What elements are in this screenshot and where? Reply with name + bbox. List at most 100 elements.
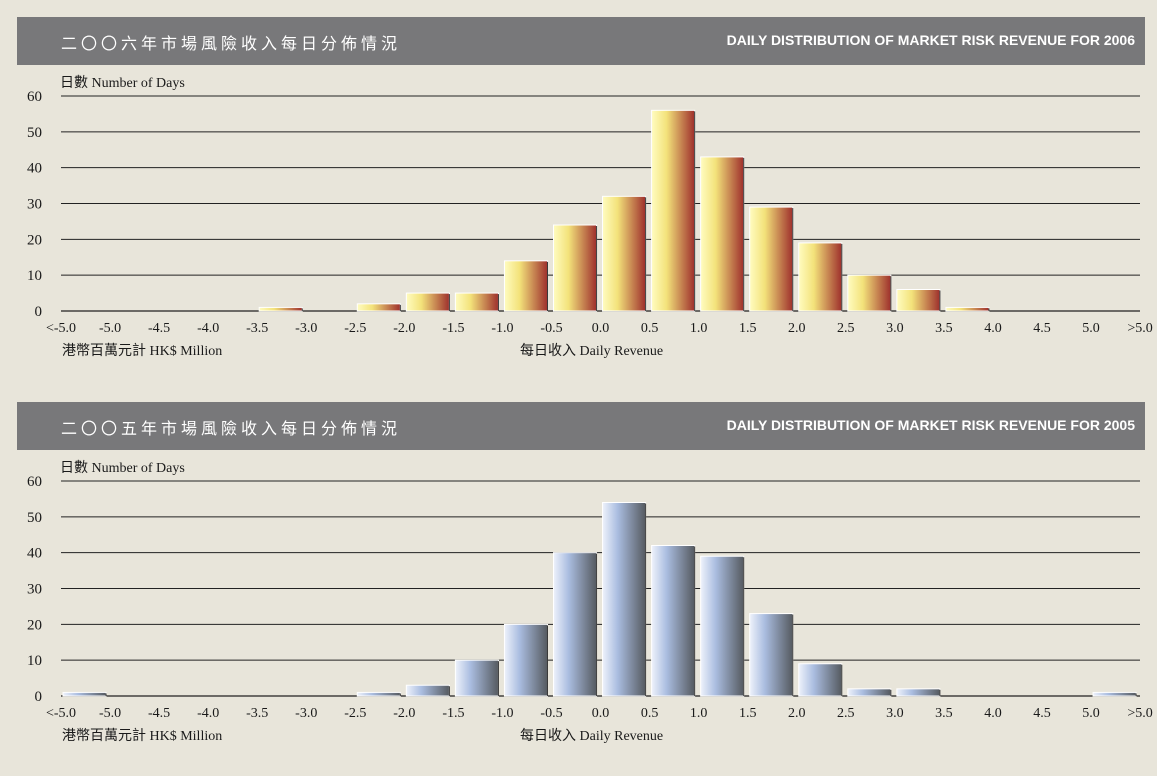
x-tick-label: 2.0 [788,321,806,336]
y-tick-label: 60 [27,89,42,105]
y-tick-label: 30 [27,197,42,213]
histogram-2006: 日數 Number of Days 0 10 20 30 40 50 60 <-5.0 -5.… [27,75,1153,359]
x-tick-label: 0.0 [592,321,610,336]
histogram-bar [1092,691,1137,697]
histogram-bar [356,303,401,312]
x-axis-unit-label: 港幣百萬元計 HK$ Million [62,728,222,744]
y-tick-label: 30 [27,582,42,598]
x-tick-label: -3.0 [295,706,317,721]
histogram-bar [896,688,941,697]
x-tick-label: -0.5 [540,706,562,721]
histogram-bar [847,274,892,312]
histogram-bar [62,691,107,697]
x-tick-label: -1.5 [442,706,464,721]
y-tick-label: 50 [27,125,42,141]
x-axis-label: 每日收入 Daily Revenue [520,343,663,359]
y-tick-label: 40 [27,546,42,562]
histogram-bar [651,109,696,312]
histogram-bar [896,289,941,312]
y-tick-label: 0 [35,304,43,320]
x-tick-label: 1.5 [739,321,757,336]
histogram-bar [503,260,549,312]
x-tick-label: -4.5 [148,321,170,336]
histogram-bar [356,691,401,697]
y-tick-label: 10 [27,268,42,284]
x-tick-label: -1.5 [442,321,464,336]
x-tick-label: 0.5 [641,321,659,336]
x-tick-label: 4.5 [1033,706,1051,721]
y-tick-label: 10 [27,653,42,669]
x-tick-label: <-5.0 [46,706,76,721]
x-tick-label: -3.5 [246,321,268,336]
y-tick-label: 20 [27,232,42,248]
x-tick-label: 3.5 [935,321,953,336]
x-tick-label: -4.0 [197,321,219,336]
x-tick-label: -2.0 [393,706,415,721]
y-tick-label: 20 [27,617,42,633]
histogram-bar [700,156,745,312]
x-tick-label: 1.0 [690,706,708,721]
x-tick-label: -5.0 [99,321,121,336]
chart-header-2005: 二〇〇五年市場風險收入每日分佈情況 DAILY DISTRIBUTION OF … [17,402,1145,450]
histogram-bar [749,613,794,697]
x-tick-label: 2.5 [837,321,855,336]
x-tick-label: -4.5 [148,706,170,721]
x-tick-label: 2.0 [788,706,806,721]
chart-header-2006: 二〇〇六年市場風險收入每日分佈情況 DAILY DISTRIBUTION OF … [17,17,1145,65]
x-tick-label: -3.0 [295,321,317,336]
x-tick-label: -2.5 [344,321,366,336]
histogram-bar [602,502,647,697]
x-tick-label: -3.5 [246,706,268,721]
histogram-bar [553,224,598,312]
x-tick-label: -1.0 [491,321,513,336]
y-tick-label: 60 [27,474,42,490]
chart-title-zh: 二〇〇六年市場風險收入每日分佈情況 [61,34,402,53]
histogram-bar [700,555,745,697]
x-axis-label: 每日收入 Daily Revenue [520,728,663,744]
x-tick-label: 5.0 [1082,706,1100,721]
histogram-bar [405,684,450,697]
x-tick-label: 2.5 [837,706,855,721]
histogram-bar [602,195,647,312]
x-tick-label: >5.0 [1127,321,1152,336]
histogram-bar [798,663,843,697]
chart-title-en: DAILY DISTRIBUTION OF MARKET RISK REVENU… [726,32,1135,48]
y-tick-label: 40 [27,161,42,177]
x-tick-label: -2.5 [344,706,366,721]
histogram-bar [553,552,598,697]
x-tick-label: 3.0 [886,706,904,721]
x-tick-label: 3.0 [886,321,904,336]
x-tick-label: -5.0 [99,706,121,721]
x-axis-unit-label: 港幣百萬元計 HK$ Million [62,343,222,359]
x-tick-label: <-5.0 [46,321,76,336]
histogram-bar [405,292,450,312]
x-tick-label: -0.5 [540,321,562,336]
x-tick-label: 3.5 [935,706,953,721]
x-tick-label: 5.0 [1082,321,1100,336]
histogram-bar [798,242,843,312]
x-tick-label: 4.0 [984,706,1002,721]
y-axis-label: 日數 Number of Days [60,460,185,476]
histogram-bar [454,659,499,697]
y-axis-label: 日數 Number of Days [60,75,185,91]
chart-title-zh: 二〇〇五年市場風險收入每日分佈情況 [61,419,402,438]
histogram-bar [503,623,549,697]
x-tick-label: -2.0 [393,321,415,336]
histogram-2005: 日數 Number of Days 0 10 20 30 40 50 60 <-5.0 -5.… [27,460,1153,744]
histogram-bar [258,306,303,312]
y-tick-label: 50 [27,510,42,526]
x-tick-label: 0.0 [592,706,610,721]
histogram-bar [749,206,794,312]
chart-title-en: DAILY DISTRIBUTION OF MARKET RISK REVENU… [726,417,1135,433]
x-tick-label: 4.0 [984,321,1002,336]
histogram-bar [651,545,696,697]
x-tick-label: 1.5 [739,706,757,721]
x-tick-label: 4.5 [1033,321,1051,336]
x-tick-label: 0.5 [641,706,659,721]
histogram-bar [454,292,499,312]
histogram-bar [945,306,990,312]
histogram-bar [847,688,892,697]
x-tick-label: 1.0 [690,321,708,336]
x-tick-label: -4.0 [197,706,219,721]
x-tick-label: >5.0 [1127,706,1152,721]
